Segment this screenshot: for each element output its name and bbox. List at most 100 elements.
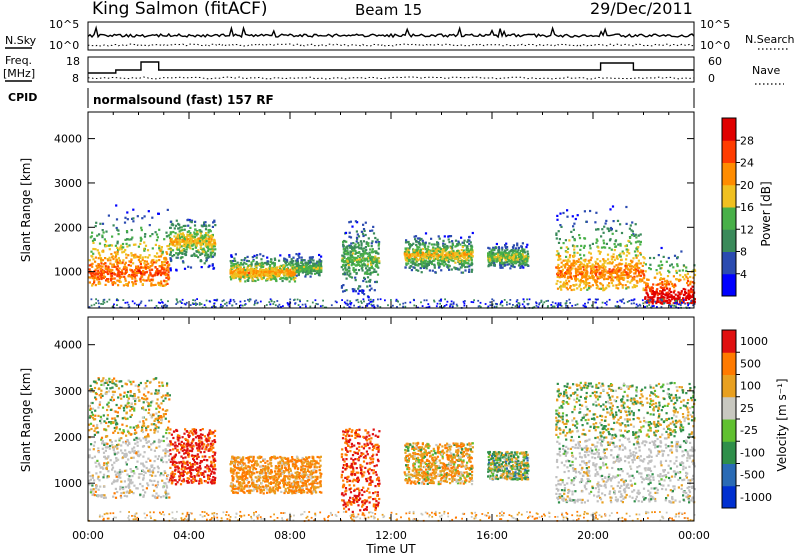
power-cell — [625, 254, 628, 257]
power-cell — [405, 262, 408, 265]
power-cell — [176, 248, 179, 251]
power-cell — [569, 285, 572, 288]
power-cell — [148, 254, 151, 257]
power-cell — [345, 252, 348, 255]
power-cell — [521, 242, 524, 245]
power-cell — [679, 274, 682, 277]
power-cell — [350, 260, 353, 263]
power-cell — [278, 303, 281, 306]
power-cell — [558, 276, 561, 279]
power-cell — [404, 266, 407, 269]
power-cell — [342, 256, 345, 260]
power-cell — [615, 286, 618, 290]
power-cell — [288, 303, 291, 305]
power-cell — [355, 251, 358, 254]
power-cell — [256, 262, 259, 265]
power-cell — [691, 281, 695, 284]
power-cell — [169, 251, 172, 254]
power-cell — [568, 272, 571, 275]
power-cell — [163, 304, 166, 307]
power-cell — [353, 288, 356, 291]
power-cell — [608, 298, 611, 301]
power-cell — [559, 246, 563, 250]
power-cell — [305, 268, 308, 271]
power-cell — [180, 302, 183, 304]
power-cell — [211, 249, 214, 252]
power-cell — [100, 262, 103, 265]
power-cell — [312, 259, 315, 262]
power-cell — [148, 274, 151, 277]
power-cell — [600, 266, 603, 269]
power-cell — [370, 265, 373, 268]
power-cell — [589, 247, 592, 250]
power-cell — [164, 257, 168, 260]
power-cell — [138, 303, 141, 306]
power-cell — [107, 268, 110, 272]
power-cell — [604, 287, 607, 290]
power-cell — [564, 282, 567, 285]
power-cell — [186, 230, 189, 233]
power-cell — [625, 264, 628, 267]
power-cell — [243, 277, 246, 280]
power-cell — [595, 274, 598, 277]
power-cell — [104, 265, 107, 268]
power-cell — [546, 306, 549, 308]
power-cell — [508, 263, 511, 266]
power-cell — [371, 240, 374, 243]
power-cell — [421, 253, 424, 257]
power-cell — [155, 239, 159, 242]
power-cell — [124, 277, 127, 280]
power-cell — [368, 251, 371, 254]
power-cell — [169, 231, 172, 234]
power-cell — [284, 258, 287, 261]
power-cell — [609, 238, 612, 241]
power-cell — [574, 279, 577, 282]
power-cell — [682, 287, 685, 291]
power-cell — [280, 277, 283, 280]
power-cell — [678, 296, 681, 299]
power-cell — [92, 258, 95, 261]
power-cell — [420, 271, 423, 274]
power-cell — [423, 299, 426, 302]
power-cell — [454, 253, 457, 256]
power-cell — [281, 270, 284, 273]
nsky-series-line — [87, 25, 695, 39]
power-cell — [109, 244, 112, 247]
power-cell — [429, 257, 432, 260]
power-cell — [419, 263, 422, 266]
power-cell — [448, 264, 451, 267]
power-cell — [466, 265, 469, 268]
power-cell — [114, 256, 117, 259]
power-cell — [562, 281, 566, 284]
power-cell — [303, 268, 306, 271]
power-cell — [498, 258, 501, 261]
power-cell — [608, 262, 611, 265]
power-cell — [668, 301, 671, 304]
power-cell — [353, 246, 356, 249]
power-cell — [463, 254, 466, 257]
power-cell — [645, 300, 648, 302]
power-cell — [583, 305, 586, 308]
power-cell — [588, 244, 592, 247]
power-cell — [373, 258, 376, 261]
power-cell — [310, 272, 313, 275]
power-cell — [666, 291, 669, 294]
power-cell — [230, 261, 233, 265]
power-cell — [200, 303, 203, 305]
power-cell — [129, 268, 132, 271]
power-cell — [297, 273, 300, 276]
power-cell — [415, 268, 418, 272]
power-cell — [402, 302, 405, 305]
power-cell — [173, 240, 176, 243]
power-cell — [236, 269, 239, 272]
power-cell — [540, 300, 543, 302]
power-cell — [128, 275, 131, 278]
power-cell — [590, 267, 593, 270]
power-cell — [516, 259, 519, 262]
power-cell — [520, 249, 523, 253]
power-cell — [119, 246, 122, 249]
power-cell — [272, 270, 275, 273]
power-cell — [593, 264, 596, 267]
power-cell — [349, 275, 352, 278]
power-cell — [656, 298, 659, 301]
